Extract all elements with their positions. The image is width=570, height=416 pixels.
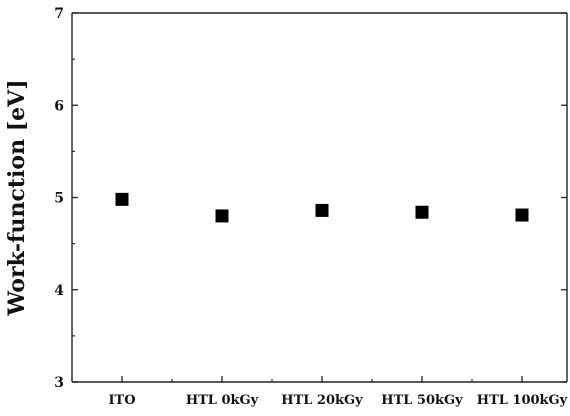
y-axis-title: Work-function [eV] — [4, 79, 30, 316]
y-tick-label: 4 — [54, 283, 64, 299]
data-point — [515, 208, 529, 222]
y-tick-label: 3 — [54, 375, 64, 391]
data-point — [315, 203, 329, 217]
x-tick-label: HTL 50kGy — [381, 393, 463, 408]
y-tick-label: 7 — [54, 6, 64, 22]
data-markers — [115, 192, 529, 223]
x-tick-label: HTL 20kGy — [281, 393, 363, 408]
y-tick-label: 5 — [54, 191, 64, 207]
plot-frame — [71, 12, 568, 383]
y-axis-ticks: 3 4 5 6 7 — [54, 6, 567, 391]
x-axis-ticks: ITO HTL 0kGy HTL 20kGy HTL 50kGy HTL 100kGy — [108, 376, 568, 408]
data-point — [215, 209, 229, 223]
x-tick-label: HTL 100kGy — [477, 393, 568, 408]
x-tick-label: HTL 0kGy — [186, 393, 259, 408]
data-point — [415, 205, 429, 219]
x-tick-label: ITO — [108, 393, 135, 408]
y-tick-label: 6 — [54, 98, 64, 114]
data-point — [115, 192, 129, 206]
